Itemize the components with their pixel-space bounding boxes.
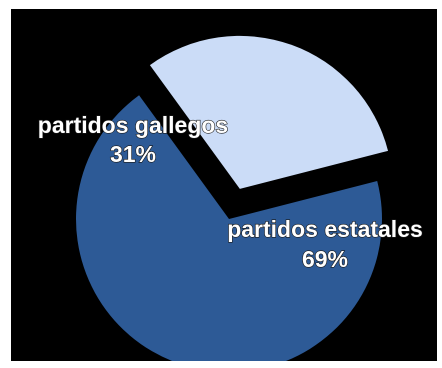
slice-label-estatales-value: 69% [302,246,348,272]
chart-canvas: partidos estatales 69% partidos gallegos… [11,9,437,361]
slice-label-gallegos-name: partidos gallegos [38,112,228,138]
pie-slice-estatales [76,95,382,361]
pie-slice-gallegos [149,35,389,189]
pie-labels: partidos estatales 69% partidos gallegos… [37,111,423,272]
slice-label-gallegos-value: 31% [110,141,156,167]
slice-label-estatales-name: partidos estatales [227,216,423,242]
pie-slices [76,35,389,361]
pie-chart: partidos estatales 69% partidos gallegos… [37,35,423,361]
